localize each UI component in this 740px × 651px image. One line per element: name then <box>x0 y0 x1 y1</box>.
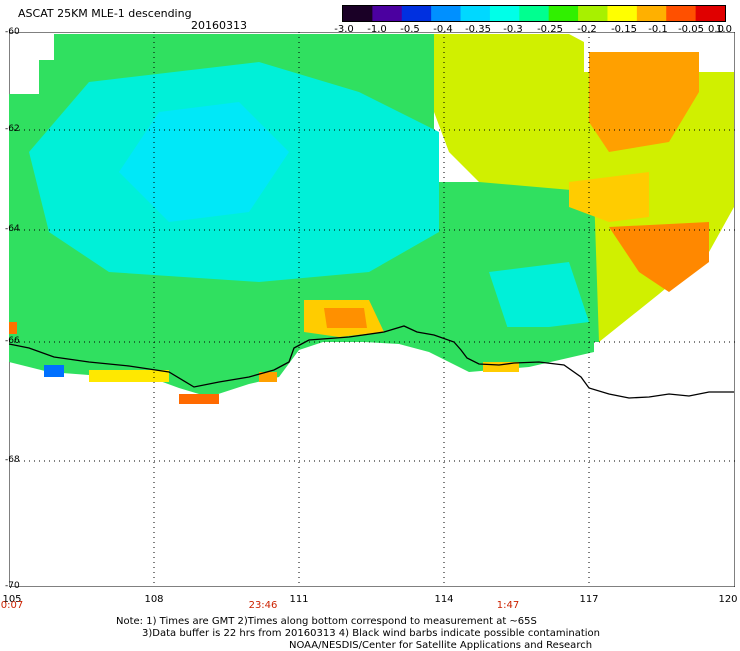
colorbar-label: -0.2 <box>577 24 597 35</box>
map-plot <box>8 31 736 588</box>
colorbar <box>342 5 726 22</box>
colorbar-label: -0.3 <box>503 24 523 35</box>
colorbar-label: -0.15 <box>611 24 637 35</box>
colorbar-segment <box>548 6 579 21</box>
time-label: 1:47 <box>496 600 520 611</box>
note-line-1: Note: 1) Times are GMT 2)Times along bot… <box>116 616 537 627</box>
colorbar-segment <box>489 6 520 21</box>
colorbar-label: -0.05 <box>678 24 704 35</box>
lat-label: -70 <box>5 581 20 591</box>
colorbar-segment <box>343 6 373 21</box>
colorbar-labels: -3.0 -1.0 -0.5 -0.4 -0.35 -0.3 -0.25 -0.… <box>330 24 738 36</box>
colorbar-segment <box>607 6 638 21</box>
lon-label: 105 <box>2 594 22 605</box>
lon-label: 114 <box>434 594 454 605</box>
colorbar-label: -1.0 <box>367 24 387 35</box>
note-line-2: 3)Data buffer is 22 hrs from 20160313 4)… <box>142 628 600 639</box>
colorbar-label: -3.0 <box>334 24 354 35</box>
colorbar-label: 0.0 <box>708 24 724 35</box>
colorbar-segment <box>519 6 550 21</box>
colorbar-segment <box>578 6 608 21</box>
time-label: 0:07 <box>0 600 24 611</box>
lon-label: 117 <box>579 594 599 605</box>
colorbar-segment <box>460 6 491 21</box>
colorbar-segment <box>695 6 725 21</box>
colorbar-segment <box>431 6 462 21</box>
colorbar-segment <box>666 6 697 21</box>
data-field <box>9 34 734 404</box>
colorbar-label: -0.35 <box>465 24 491 35</box>
time-label: 23:46 <box>248 600 278 611</box>
lat-label: -66 <box>5 336 20 346</box>
lon-label: 108 <box>144 594 164 605</box>
lat-label: -68 <box>5 455 20 465</box>
lat-label: -64 <box>5 224 20 234</box>
colorbar-segment <box>372 6 403 21</box>
map-canvas <box>8 31 736 588</box>
lon-label: 120 <box>718 594 738 605</box>
gridlines <box>9 32 735 587</box>
coastline <box>8 325 734 399</box>
chart-title: ASCAT 25KM MLE-1 descending <box>18 7 192 20</box>
colorbar-label: 1.0 <box>716 24 732 35</box>
colorbar-segment <box>636 6 667 21</box>
note-line-3: NOAA/NESDIS/Center for Satellite Applica… <box>289 640 593 651</box>
colorbar-label: -0.25 <box>537 24 563 35</box>
colorbar-label: -0.1 <box>648 24 668 35</box>
date-label: 20160313 <box>191 19 247 32</box>
lat-label: -62 <box>5 124 20 134</box>
colorbar-segment <box>401 6 432 21</box>
lat-label: -60 <box>5 27 20 37</box>
lon-label: 111 <box>289 594 309 605</box>
colorbar-label: -0.5 <box>400 24 420 35</box>
colorbar-gradient <box>343 6 725 21</box>
colorbar-label: -0.4 <box>433 24 453 35</box>
